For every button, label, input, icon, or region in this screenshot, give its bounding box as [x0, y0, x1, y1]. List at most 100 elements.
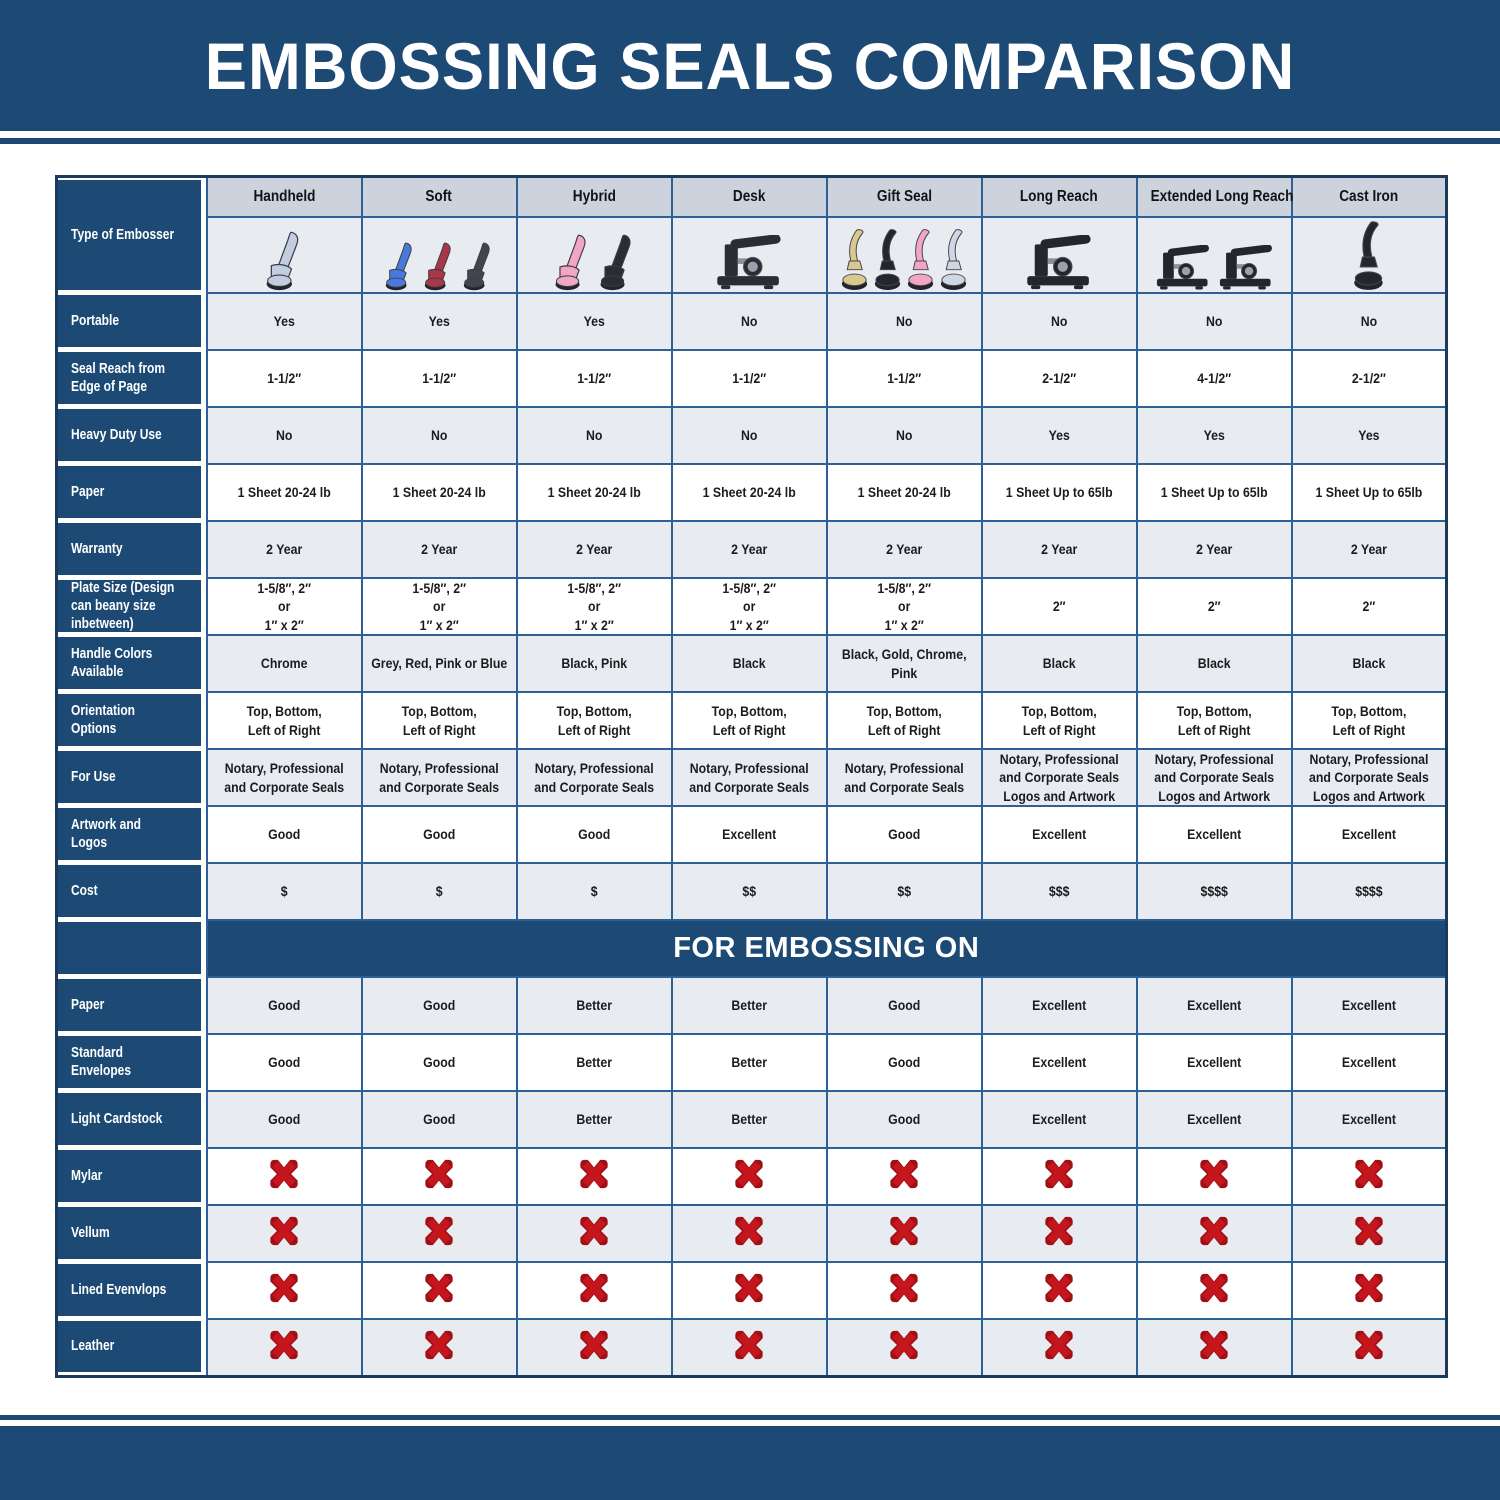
row-label-paper: Paper — [56, 464, 207, 521]
hand-embosser-image — [555, 234, 586, 291]
hand-embosser-image — [463, 242, 490, 291]
row-label-seal-reach-from-edge-of-page: Seal Reach from Edge of Page — [56, 350, 207, 407]
row-label-plate-size-design-can-beany-size-inbetween: Plate Size (Design can beany size inbetw… — [56, 578, 207, 635]
row-label-mylar: Mylar — [56, 1148, 207, 1205]
gift-seal-embosser-image — [874, 229, 900, 291]
cell-handle-colors-available-soft: Grey, Red, Pink or Blue — [360, 634, 518, 693]
column-header-hybrid: Hybrid — [515, 175, 673, 218]
cell-heavy-duty-use-cast-iron: Yes — [1290, 406, 1448, 465]
cell-leather-hybrid — [515, 1318, 673, 1377]
cell-for-use-extended-long-reach: Notary, Professional and Corporate Seals… — [1135, 748, 1293, 807]
cell-vellum-soft — [360, 1204, 518, 1263]
cell-vellum-hybrid — [515, 1204, 673, 1263]
cell-paper-handheld: Good — [205, 976, 363, 1035]
cell-orientation-options-long-reach: Top, Bottom, Left of Right — [980, 691, 1138, 750]
cell-orientation-options-gift-seal: Top, Bottom, Left of Right — [825, 691, 983, 750]
red-x-icon — [269, 1216, 299, 1246]
cell-handle-colors-available-long-reach: Black — [980, 634, 1138, 693]
cell-paper-desk: 1 Sheet 20-24 lb — [670, 463, 828, 522]
cell-lined-evenvlops-gift-seal — [825, 1261, 983, 1320]
cell-portable-cast-iron: No — [1290, 292, 1448, 351]
cell-plate-size-design-can-beany-size-inbetween-hybrid: 1-5/8″, 2″ or 1″ x 2″ — [515, 577, 673, 636]
cell-paper-long-reach: Excellent — [980, 976, 1138, 1035]
cell-seal-reach-from-edge-of-page-hybrid: 1-1/2″ — [515, 349, 673, 408]
red-x-icon — [889, 1330, 919, 1360]
red-x-icon — [269, 1273, 299, 1303]
cell-portable-long-reach: No — [980, 292, 1138, 351]
embosser-image-cell-soft — [360, 216, 518, 294]
cell-handle-colors-available-handheld: Chrome — [205, 634, 363, 693]
row-label-for-use: For Use — [56, 749, 207, 806]
cell-handle-colors-available-gift-seal: Black, Gold, Chrome, Pink — [825, 634, 983, 693]
red-x-icon — [1354, 1159, 1384, 1189]
cell-handle-colors-available-desk: Black — [670, 634, 828, 693]
embossing-on-banner: FOR EMBOSSING ON — [205, 919, 1448, 978]
cell-artwork-and-logos-extended-long-reach: Excellent — [1135, 805, 1293, 864]
cell-cost-long-reach: $$$ — [980, 862, 1138, 921]
red-x-icon — [424, 1159, 454, 1189]
cell-heavy-duty-use-desk: No — [670, 406, 828, 465]
row-label-warranty: Warranty — [56, 521, 207, 578]
red-x-icon — [889, 1273, 919, 1303]
cell-seal-reach-from-edge-of-page-desk: 1-1/2″ — [670, 349, 828, 408]
row-label-type-of-embosser: Type of Embosser — [56, 176, 207, 293]
cell-portable-hybrid: Yes — [515, 292, 673, 351]
cell-lined-evenvlops-extended-long-reach — [1135, 1261, 1293, 1320]
red-x-icon — [734, 1330, 764, 1360]
cell-paper-hybrid: 1 Sheet 20-24 lb — [515, 463, 673, 522]
cell-for-use-hybrid: Notary, Professional and Corporate Seals — [515, 748, 673, 807]
cell-leather-extended-long-reach — [1135, 1318, 1293, 1377]
cell-lined-evenvlops-soft — [360, 1261, 518, 1320]
cell-standard-envelopes-cast-iron: Excellent — [1290, 1033, 1448, 1092]
footer-band — [0, 1426, 1500, 1500]
row-label-heavy-duty-use: Heavy Duty Use — [56, 407, 207, 464]
cell-orientation-options-soft: Top, Bottom, Left of Right — [360, 691, 518, 750]
cell-vellum-gift-seal — [825, 1204, 983, 1263]
column-header-soft: Soft — [360, 175, 518, 218]
red-x-icon — [579, 1159, 609, 1189]
column-header-gift-seal: Gift Seal — [825, 175, 983, 218]
red-x-icon — [579, 1330, 609, 1360]
cell-mylar-extended-long-reach — [1135, 1147, 1293, 1206]
red-x-icon — [1199, 1273, 1229, 1303]
cell-leather-desk — [670, 1318, 828, 1377]
cell-light-cardstock-cast-iron: Excellent — [1290, 1090, 1448, 1149]
cell-plate-size-design-can-beany-size-inbetween-cast-iron: 2″ — [1290, 577, 1448, 636]
cell-paper-cast-iron: Excellent — [1290, 976, 1448, 1035]
cell-mylar-hybrid — [515, 1147, 673, 1206]
red-x-icon — [1199, 1330, 1229, 1360]
row-label-lined-evenvlops: Lined Evenvlops — [56, 1262, 207, 1319]
embosser-image-cell-desk — [670, 216, 828, 294]
cell-orientation-options-extended-long-reach: Top, Bottom, Left of Right — [1135, 691, 1293, 750]
cell-for-use-gift-seal: Notary, Professional and Corporate Seals — [825, 748, 983, 807]
cell-warranty-hybrid: 2 Year — [515, 520, 673, 579]
cell-portable-desk: No — [670, 292, 828, 351]
cell-artwork-and-logos-soft: Good — [360, 805, 518, 864]
column-header-extended-long-reach: Extended Long Reach — [1135, 175, 1293, 218]
red-x-icon — [1354, 1216, 1384, 1246]
cell-paper-extended-long-reach: 1 Sheet Up to 65lb — [1135, 463, 1293, 522]
cell-paper-gift-seal: Good — [825, 976, 983, 1035]
footer-divider-line — [0, 1415, 1500, 1420]
cell-seal-reach-from-edge-of-page-gift-seal: 1-1/2″ — [825, 349, 983, 408]
cell-for-use-handheld: Notary, Professional and Corporate Seals — [205, 748, 363, 807]
red-x-icon — [734, 1216, 764, 1246]
gift-seal-embosser-image — [1353, 221, 1383, 290]
embossing-on-spacer — [56, 920, 207, 977]
red-x-icon — [579, 1216, 609, 1246]
cell-paper-soft: Good — [360, 976, 518, 1035]
row-label-vellum: Vellum — [56, 1205, 207, 1262]
cell-heavy-duty-use-hybrid: No — [515, 406, 673, 465]
row-label-handle-colors-available: Handle Colors Available — [56, 635, 207, 692]
cell-lined-evenvlops-cast-iron — [1290, 1261, 1448, 1320]
cell-artwork-and-logos-long-reach: Excellent — [980, 805, 1138, 864]
hand-embosser-image — [385, 242, 412, 291]
cell-light-cardstock-extended-long-reach: Excellent — [1135, 1090, 1293, 1149]
cell-paper-desk: Better — [670, 976, 828, 1035]
cell-plate-size-design-can-beany-size-inbetween-desk: 1-5/8″, 2″ or 1″ x 2″ — [670, 577, 828, 636]
cell-heavy-duty-use-soft: No — [360, 406, 518, 465]
cell-paper-cast-iron: 1 Sheet Up to 65lb — [1290, 463, 1448, 522]
cell-heavy-duty-use-handheld: No — [205, 406, 363, 465]
cell-mylar-soft — [360, 1147, 518, 1206]
cell-orientation-options-cast-iron: Top, Bottom, Left of Right — [1290, 691, 1448, 750]
